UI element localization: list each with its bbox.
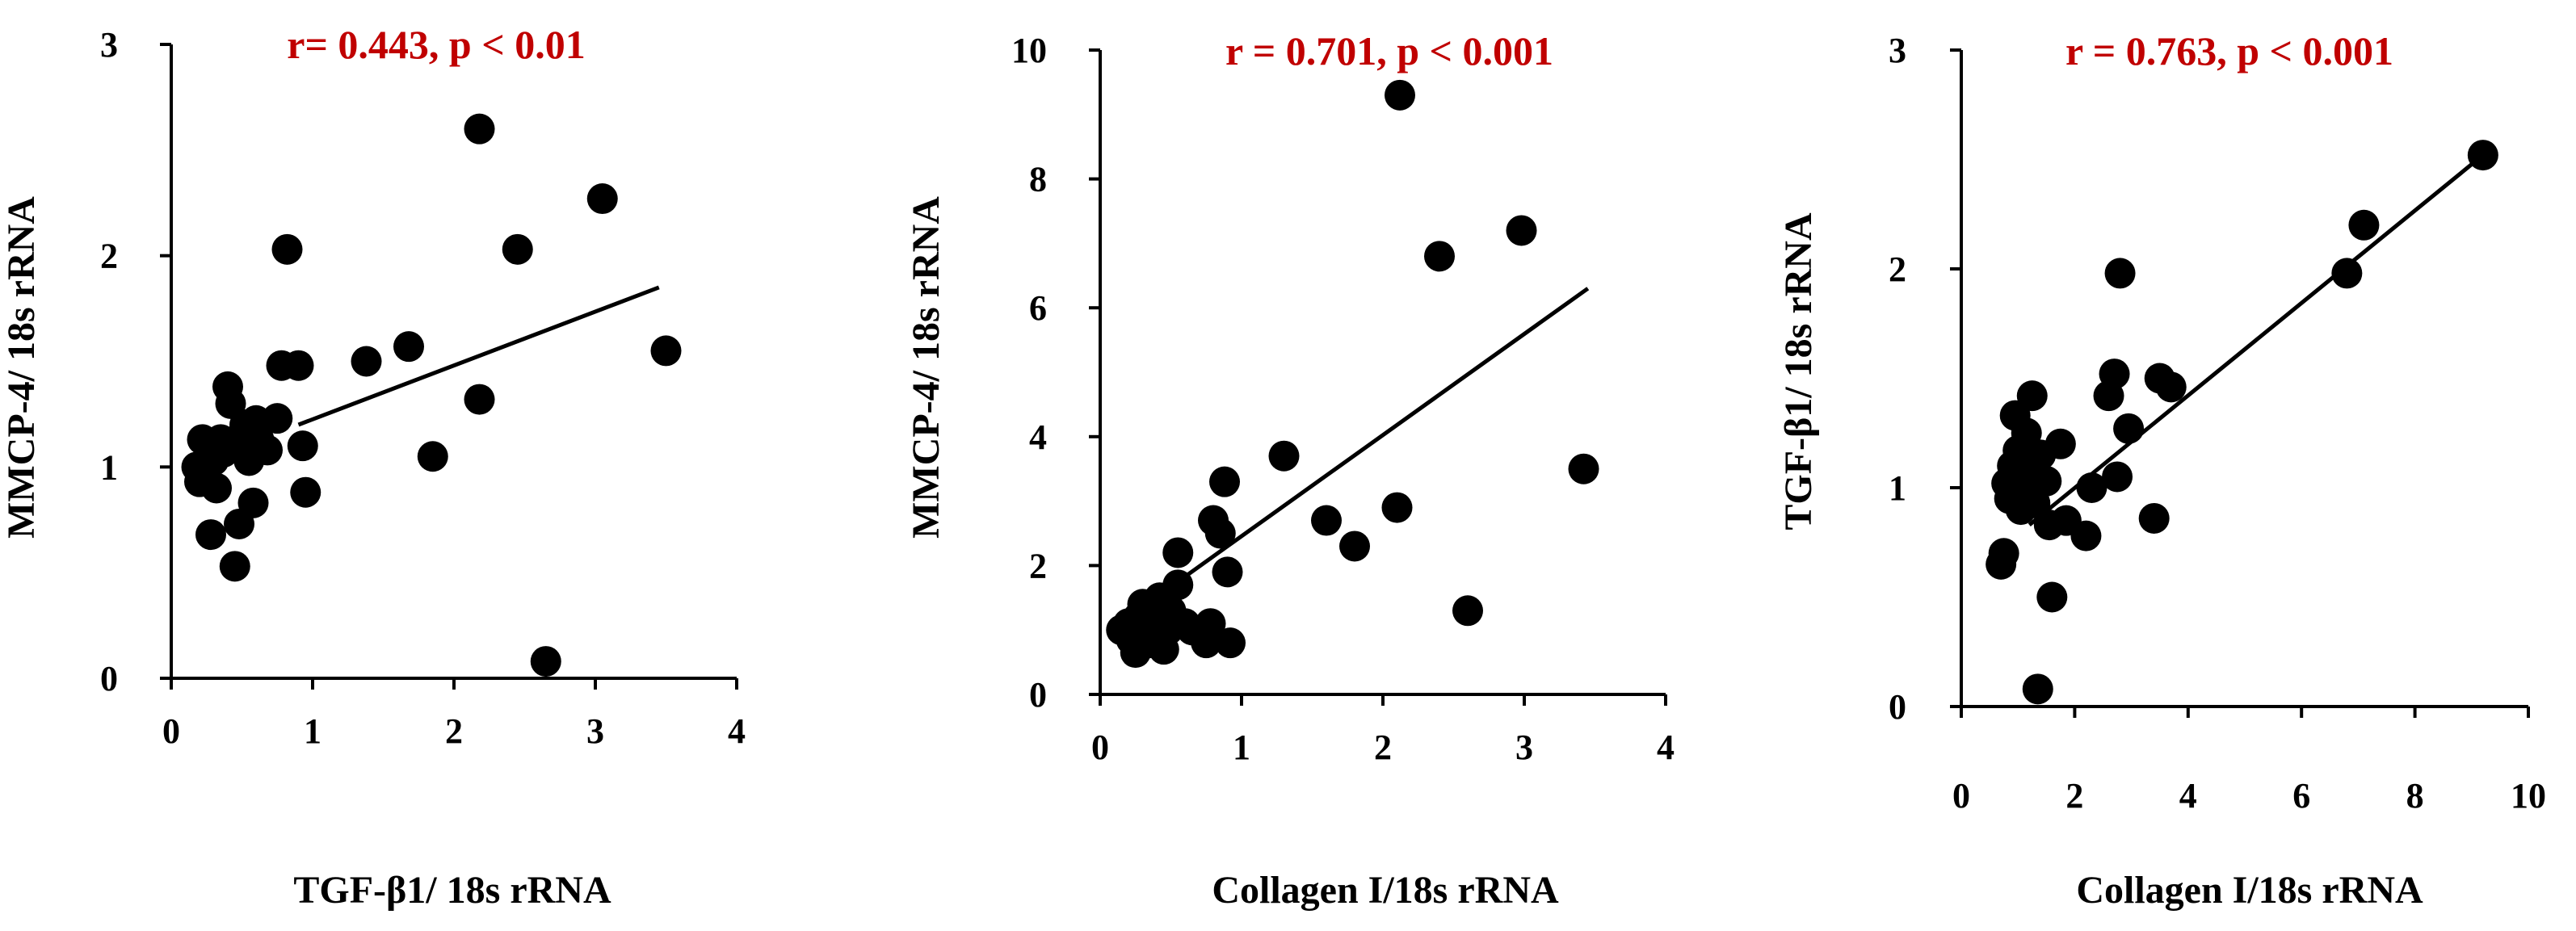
data-point [1568,453,1599,484]
y-tick-label: 3 [100,25,118,65]
data-point [219,551,250,582]
data-point [2099,359,2130,390]
y-tick-label: 2 [1029,546,1047,585]
x-tick-label: 10 [2511,776,2546,816]
data-point [262,403,293,434]
x-axis-label: Collagen I/18s rRNA [2076,869,2423,912]
y-tick-label: 0 [1889,687,1906,727]
x-tick-label: 0 [1091,728,1109,767]
y-tick-label: 8 [1029,160,1047,199]
data-point [502,233,533,265]
x-tick-label: 8 [2406,776,2424,816]
data-point [1204,518,1236,549]
x-tick-label: 1 [304,711,321,751]
data-point [1385,79,1415,111]
data-point [2022,673,2053,705]
y-tick-label: 2 [100,237,118,276]
x-tick-label: 2 [1374,728,1392,767]
y-axis-label: MMCP-4/ 18s rRNA [905,196,948,539]
data-point [287,430,318,462]
y-tick-label: 1 [100,447,118,487]
data-point [1339,531,1370,562]
data-point [1988,538,2019,569]
regression-line [297,285,660,427]
data-point [195,519,226,551]
data-point [586,183,618,215]
y-tick-label: 0 [100,659,118,698]
y-axis-label: TGF-β1/ 18s rRNA [1777,212,1820,531]
data-point [417,441,448,472]
x-axis-label: Collagen I/18s rRNA [1212,869,1559,912]
data-point [464,113,495,145]
data-point [2070,520,2102,551]
data-point [2348,209,2380,241]
data-point [271,233,303,265]
data-point [1268,440,1300,472]
x-tick-label: 0 [162,711,180,751]
data-point [530,646,561,677]
scatter-panel-3: 0 1 2 3 0 2 4 6 8 10 r = 0.763, p < 0.001 Collagen … [1777,28,2546,912]
y-tick-label: 10 [1011,31,1047,70]
data-point [1209,466,1240,497]
x-tick-label: 2 [445,711,463,751]
y-tick-label: 1 [1889,468,1906,508]
data-point [2011,417,2042,449]
data-point [2076,472,2107,503]
data-point [237,487,269,518]
x-tick-label: 3 [586,711,604,751]
data-point [290,476,321,508]
correlation-annotation: r = 0.763, p < 0.001 [2065,28,2393,73]
data-point [1452,595,1483,627]
scatter-panel-1: 0 1 2 3 0 1 2 3 4 r= 0.443, p < 0.01 TGF-β1/ 18s r… [0,22,746,912]
y-tick-label: 4 [1029,417,1047,457]
data-point [2102,461,2133,493]
data-point [2331,258,2363,289]
data-point [1195,608,1226,640]
data-point [464,384,495,415]
data-point [1212,556,1243,588]
data-point [201,472,232,504]
correlation-annotation: r= 0.443, p < 0.01 [287,22,585,67]
data-point [2467,140,2498,171]
y-axis-label: MMCP-4/ 18s rRNA [0,196,43,539]
data-point [351,346,382,377]
regression-line [1176,287,1590,584]
y-tick-label: 6 [1029,288,1047,328]
data-point [283,350,314,381]
y-tick-label: 2 [1889,250,1906,289]
data-point [2016,380,2048,412]
data-point [2044,428,2076,459]
x-tick-label: 0 [1952,776,1970,816]
y-tick-label: 0 [1029,675,1047,715]
x-tick-label: 4 [1657,728,1675,767]
data-point [2155,371,2187,403]
x-tick-label: 1 [1233,728,1250,767]
data-point [650,335,682,367]
data-point [1162,569,1194,601]
data-point [1506,215,1537,246]
data-point [1162,537,1194,568]
x-tick-label: 4 [728,711,746,751]
x-axis-label: TGF-β1/ 18s rRNA [293,869,611,912]
x-tick-label: 2 [2065,776,2083,816]
data-point [1215,627,1246,659]
data-point [2138,502,2170,534]
data-point [2113,413,2145,444]
data-point [2031,465,2062,497]
x-tick-label: 4 [2179,776,2197,816]
x-tick-label: 3 [1515,728,1533,767]
data-point [1311,505,1342,536]
correlation-annotation: r = 0.701, p < 0.001 [1225,28,1553,73]
data-point [393,331,424,363]
data-point [2104,258,2136,289]
regression-line [2028,153,2485,527]
x-tick-label: 6 [2292,776,2310,816]
scatter-panel-2: 0 2 4 6 8 10 0 1 2 3 4 r = 0.701, p < 0.001 Collagen… [905,28,1675,912]
data-point [2036,581,2068,613]
data-point [1424,241,1455,272]
data-point [252,434,283,466]
data-point [1381,492,1413,523]
y-tick-label: 3 [1889,31,1906,70]
